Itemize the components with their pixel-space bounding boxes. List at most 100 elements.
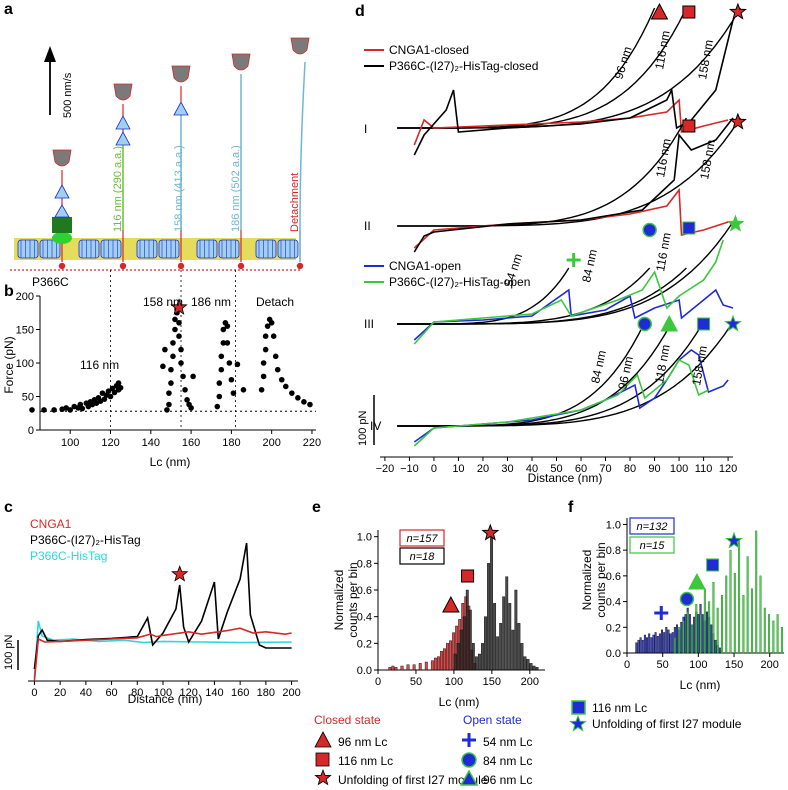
f-plot-bar xyxy=(746,556,749,654)
f-plot-bar xyxy=(671,632,674,654)
afm-tip xyxy=(290,37,310,55)
d-xtick-label: 60 xyxy=(575,463,587,475)
f-plot-bar xyxy=(710,624,713,654)
panel-e: e Normalized counts per bin 0.0 0.2 0.4 0.6… xyxy=(312,499,545,709)
f-plot-bar xyxy=(738,539,741,654)
tm-subunit xyxy=(17,239,39,259)
b-point xyxy=(172,316,178,323)
d-legend-i27-open: P366C-(I27)₂-HisTag-open xyxy=(389,275,530,289)
f-plot-bar xyxy=(643,634,646,654)
e-plot-bar xyxy=(511,629,515,671)
e-plot-bar xyxy=(456,643,460,671)
b-xtick-label: 180 xyxy=(222,437,240,449)
e-plot-bar xyxy=(459,629,463,671)
f-marker-star xyxy=(725,531,744,549)
panel-e-xlabel: Lc (nm) xyxy=(439,695,480,709)
channel-3 xyxy=(196,230,245,270)
e-plot-bar xyxy=(499,623,503,671)
b-point xyxy=(184,397,190,403)
f-n-blue: n=132 xyxy=(637,521,668,533)
d-wlc-fit xyxy=(397,221,734,325)
e-plot-bar xyxy=(523,656,527,671)
c-xtick-label: 60 xyxy=(105,687,117,699)
d-trace-row-2 xyxy=(413,117,734,253)
anchor-dot xyxy=(237,262,245,270)
b-point xyxy=(111,389,118,396)
b-ytick-label: 150 xyxy=(16,325,34,337)
f-plot-bar xyxy=(768,614,771,654)
d-trace-row-4 xyxy=(413,349,729,443)
c-star-marker xyxy=(171,565,189,582)
f-marker-square xyxy=(706,558,720,572)
b-point xyxy=(216,380,223,386)
d-r3-116nm: 116 nm xyxy=(653,232,674,273)
panel-e-plot: 0.0 0.2 0.4 0.6 0.8 1.0 0 50 100 150 200 xyxy=(357,523,545,688)
d-r4-84nm: 84 nm xyxy=(588,349,609,385)
panel-b-letter: b xyxy=(4,283,14,300)
e-plot-xtick-label: 0 xyxy=(375,676,381,688)
b-point xyxy=(190,373,196,380)
e-plot-ytick-label: 0.4 xyxy=(357,612,372,624)
f-plot-bar xyxy=(750,588,753,654)
channel-4 xyxy=(255,230,304,270)
panel-c: c CNGA1 P366C-(I27)₂-HisTag P366C-HisTag… xyxy=(3,499,301,706)
e-plot-bar xyxy=(517,623,521,671)
legend-closed-item-0: 96 nm Lc xyxy=(338,735,387,749)
f-plot-bar xyxy=(697,614,700,654)
f-plot-bar xyxy=(676,624,678,654)
f-plot-ytick-label: 0.0 xyxy=(606,648,621,660)
e-plot-bar xyxy=(452,632,456,671)
i27-module xyxy=(54,184,70,199)
b-point xyxy=(270,333,277,340)
speed-scale-label: 500 nm/s xyxy=(62,72,74,118)
e-plot-bar xyxy=(535,667,539,671)
anchor-dot xyxy=(296,262,304,270)
detached-chain xyxy=(299,61,306,262)
f-plot-bar xyxy=(772,620,775,654)
tm-subunit xyxy=(136,239,158,259)
b-point xyxy=(220,340,227,346)
b-annot-158: 158 nm xyxy=(143,295,183,309)
channel-1 xyxy=(78,230,127,270)
f-plot-xtick-label: 50 xyxy=(657,659,669,671)
d-xtick-label: 90 xyxy=(648,463,660,475)
legend-open-item-3: 116 nm Lc xyxy=(592,701,647,715)
e-n-box-black xyxy=(399,547,445,565)
bottom-legend: Closed state 96 nm Lc 116 nm Lc Unfoldin… xyxy=(314,700,742,787)
f-plot-bar xyxy=(688,614,691,654)
f-plot-ytick-label: 0.4 xyxy=(606,597,621,609)
f-plot-bar xyxy=(678,627,681,654)
e-plot-bar xyxy=(484,616,487,671)
c-legend-cnga1: CNGA1 xyxy=(30,517,72,531)
channel-0 xyxy=(17,170,72,270)
e-plot-xtick-label: 150 xyxy=(483,676,501,688)
b-point xyxy=(29,407,35,413)
e-plot-bar xyxy=(487,563,490,671)
i27-module xyxy=(115,131,131,146)
f-plot-bar xyxy=(695,603,698,654)
b-ytick-label: 50 xyxy=(22,392,34,404)
b-point xyxy=(162,346,168,353)
e-plot-bar xyxy=(514,589,518,671)
speed-arrow-head-icon xyxy=(44,46,56,62)
f-plot-bar xyxy=(703,588,706,654)
e-plot-bar xyxy=(468,609,472,671)
tm-subunit xyxy=(100,239,122,259)
f-plot-bar xyxy=(663,632,666,654)
b-point xyxy=(220,326,227,333)
d-marker-square xyxy=(682,119,696,133)
b-point xyxy=(105,388,112,394)
label-186nm: 186 nm (502 a.a.) xyxy=(230,145,242,232)
cnbd-domain xyxy=(52,232,72,244)
c-legend-i27: P366C-(I27)₂-HisTag xyxy=(30,533,141,547)
legend-circle-blue-icon xyxy=(461,752,477,768)
c-series-d62828 xyxy=(33,627,292,682)
b-point xyxy=(278,376,285,383)
b-point xyxy=(216,393,223,400)
tm-subunit xyxy=(218,239,240,259)
i27-module xyxy=(115,115,131,130)
c-xtick-label: 100 xyxy=(154,687,172,699)
f-plot-bar xyxy=(658,633,661,654)
b-point xyxy=(166,401,172,408)
f-plot-bar xyxy=(639,637,642,654)
